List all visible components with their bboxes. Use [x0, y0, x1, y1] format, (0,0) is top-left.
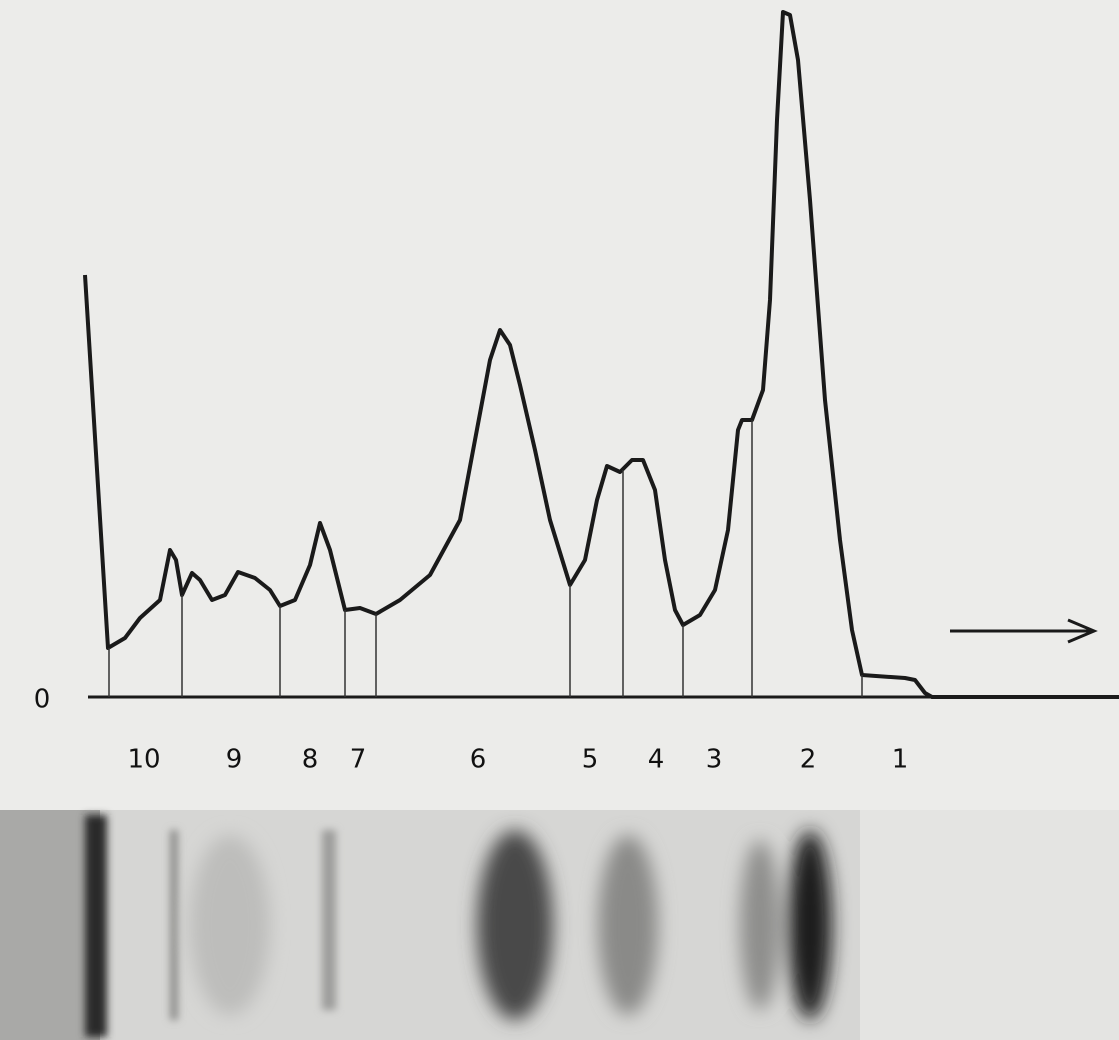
fraction-label: 3: [706, 745, 723, 775]
fraction-label: 6: [470, 745, 487, 775]
dividers: [108, 420, 863, 697]
fraction-label: 5: [582, 745, 599, 775]
fraction-label: 1: [892, 745, 909, 775]
fraction-label: 9: [226, 745, 243, 775]
gel-strip: [0, 810, 1119, 1040]
fraction-label: 8: [302, 745, 319, 775]
fraction-label: 10: [127, 745, 160, 775]
direction-arrow: [950, 618, 1098, 644]
baseline-label: 0: [34, 685, 51, 715]
fraction-label: 7: [350, 745, 367, 775]
fraction-label: 4: [648, 745, 665, 775]
trace: [83, 10, 1119, 699]
fraction-labels: 10 9 8 7 6 5 4 3 2 1: [127, 745, 908, 775]
fraction-label: 2: [800, 745, 817, 775]
